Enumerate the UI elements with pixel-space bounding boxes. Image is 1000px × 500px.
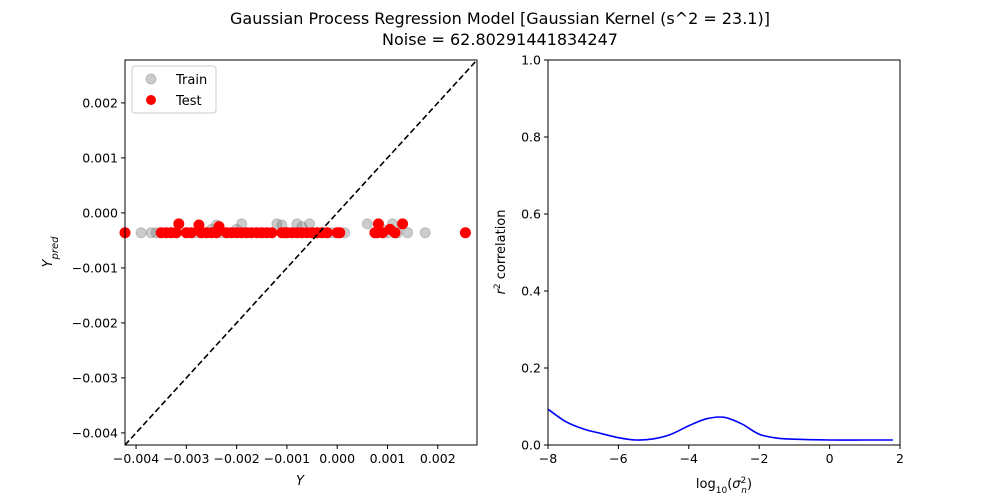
- x-tick-label: 0.002: [420, 451, 456, 466]
- y-tick-label: −0.002: [72, 315, 118, 330]
- scatter-y-label: Ypred: [41, 236, 61, 268]
- legend: Train Test: [131, 65, 217, 114]
- r2-y-label: r2 correlation: [493, 210, 509, 295]
- legend-train-label: Train: [175, 73, 207, 88]
- train-point: [271, 218, 283, 230]
- scatter-x-label: Y: [296, 474, 305, 489]
- scatter-x-ticks: −0.004 −0.003 −0.002 −0.001 0.000 0.001 0.002: [113, 445, 456, 466]
- figure-title-line1: Gaussian Process Regression Model [Gauss…: [230, 9, 770, 28]
- r2-x-ticks: −8 −6 −4 −2 0 2: [539, 445, 904, 466]
- y-tick-label: 0.8: [521, 130, 541, 145]
- train-point: [419, 227, 431, 239]
- x-tick-label: −0.003: [163, 451, 209, 466]
- train-point: [361, 218, 373, 230]
- y-tick-label: 0.002: [82, 95, 118, 110]
- x-tick-label: −0.004: [113, 451, 159, 466]
- x-tick-label: −0.002: [214, 451, 260, 466]
- x-tick-label: 0.001: [370, 451, 406, 466]
- y-tick-label: 0.4: [521, 284, 541, 299]
- test-point: [321, 227, 333, 239]
- r2-axes-frame: [547, 59, 901, 446]
- test-point: [372, 218, 384, 230]
- scatter-points: [119, 218, 471, 239]
- y-tick-label: 0.6: [521, 207, 541, 222]
- r2-x-label: log10(σ2 n): [696, 476, 752, 496]
- x-tick-label: 0.000: [319, 451, 355, 466]
- test-point: [334, 227, 346, 239]
- r2-y-ticks: 0.0 0.2 0.4 0.6 0.8 1.0: [521, 53, 548, 453]
- x-tick-label: 2: [896, 451, 904, 466]
- test-point: [185, 227, 197, 239]
- figure-title-line2: Noise = 62.80291441834247: [382, 30, 618, 49]
- x-tick-label: −8: [539, 451, 557, 466]
- scatter-plot: −0.004 −0.003 −0.002 −0.001 0.000 0.001 0.002 …: [41, 59, 478, 489]
- test-point: [459, 227, 471, 239]
- x-tick-label: −2: [750, 451, 768, 466]
- legend-test-label: Test: [175, 94, 202, 109]
- r2-line-plot: −8 −6 −4 −2 0 2 0.0 0.2 0.4 0.6 0.8 1.0 log10(σ2 n)…: [493, 53, 904, 497]
- y-tick-label: −0.001: [72, 260, 118, 275]
- test-point: [266, 227, 278, 239]
- y-tick-label: 0.0: [521, 438, 541, 453]
- y-tick-label: 0.2: [521, 361, 541, 376]
- y-tick-label: 1.0: [521, 53, 541, 68]
- y-tick-label: 0.001: [82, 150, 118, 165]
- scatter-y-ticks: −0.004 −0.003 −0.002 −0.001 0.000 0.001 0.002: [72, 95, 125, 440]
- test-point: [173, 218, 185, 230]
- train-point: [135, 227, 147, 239]
- x-tick-label: 0: [826, 451, 834, 466]
- legend-test-marker: [146, 95, 156, 105]
- x-tick-label: −0.001: [264, 451, 310, 466]
- r2-correlation-line: [547, 408, 893, 441]
- legend-train-marker: [145, 73, 157, 85]
- test-point: [397, 218, 409, 230]
- y-tick-label: −0.004: [72, 425, 118, 440]
- identity-reference-line: [124, 59, 478, 446]
- test-point: [213, 221, 225, 233]
- y-tick-label: −0.003: [72, 370, 118, 385]
- train-point: [402, 227, 414, 239]
- scatter-axes-frame: [124, 59, 478, 446]
- x-tick-label: −4: [680, 451, 698, 466]
- x-tick-label: −6: [609, 451, 627, 466]
- y-tick-label: 0.000: [82, 205, 118, 220]
- test-point: [389, 227, 401, 239]
